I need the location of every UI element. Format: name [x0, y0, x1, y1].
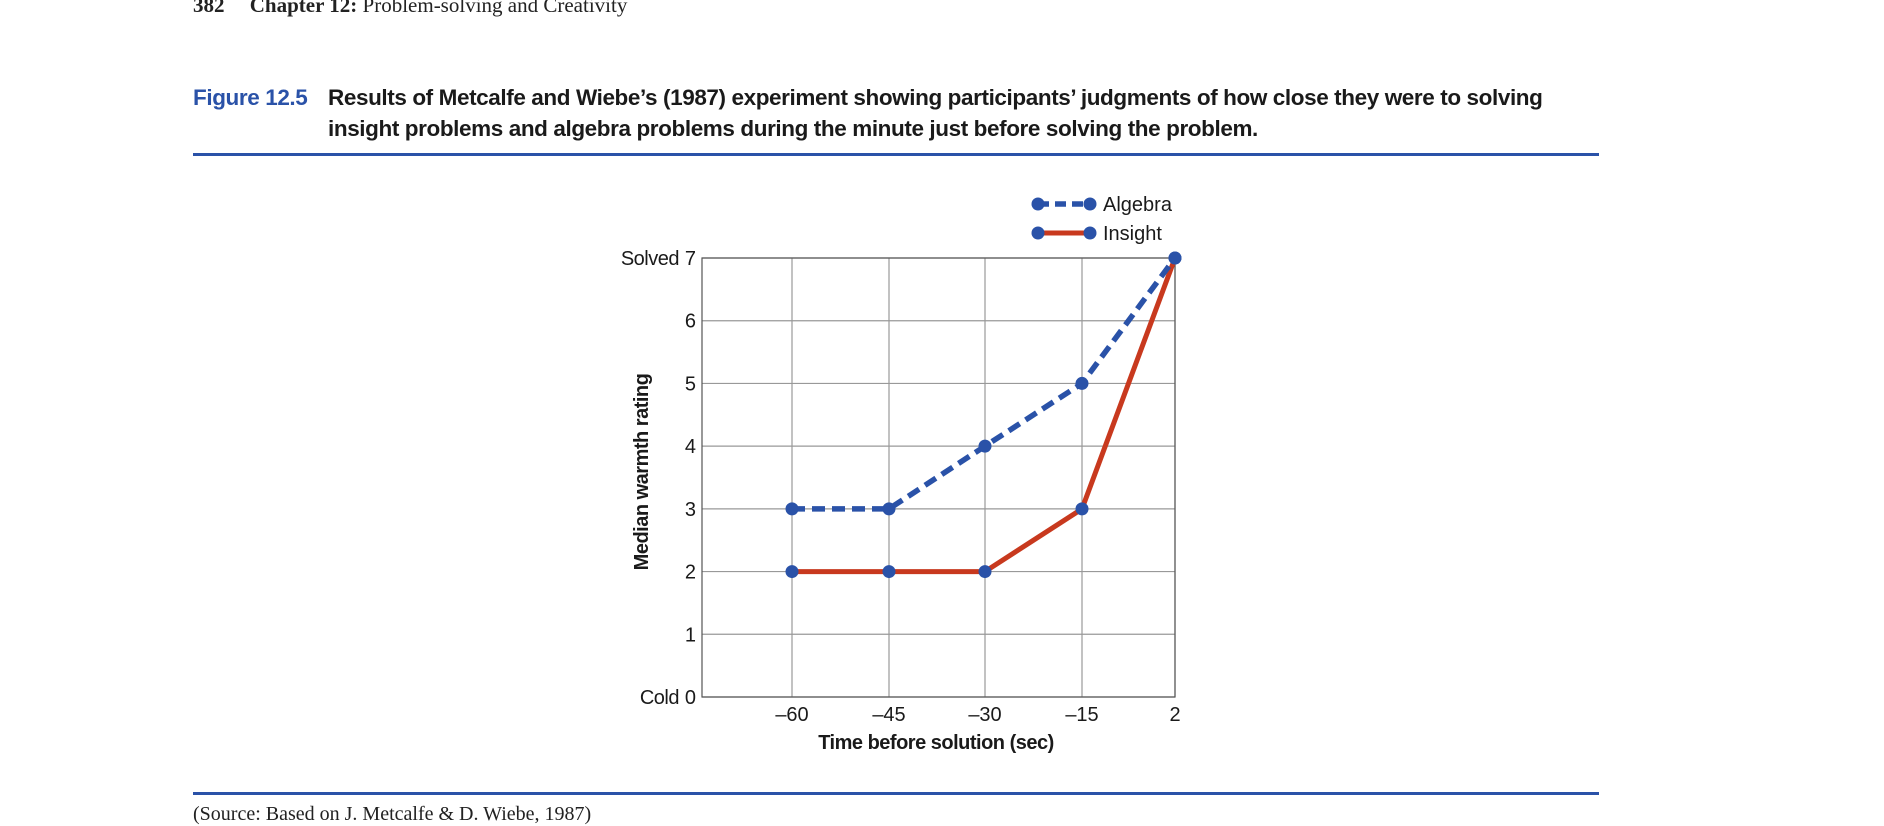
data-point-algebra	[882, 502, 896, 516]
legend-marker	[1031, 226, 1045, 240]
legend-marker	[1083, 226, 1097, 240]
plot-frame	[701, 257, 1176, 698]
legend-marker	[1083, 197, 1097, 211]
x-axis-title: Time before solution (sec)	[818, 732, 1054, 754]
legend-label-algebra: Algebra	[1103, 194, 1173, 216]
x-tick-label: –30	[968, 704, 1001, 726]
source-divider	[193, 792, 1599, 795]
data-point-insight	[978, 565, 992, 579]
page-number: 382	[193, 0, 225, 17]
chapter-title: Problem-solving and Creativity	[362, 0, 628, 17]
y-annotation-cold: Cold	[640, 687, 679, 709]
y-axis-title: Median warmth rating	[631, 374, 653, 571]
y-tick-label: 0	[685, 687, 696, 709]
data-point-insight	[882, 565, 896, 579]
data-point-algebra	[978, 439, 992, 453]
data-point-algebra	[785, 502, 799, 516]
y-tick-label: 6	[685, 311, 696, 333]
series	[785, 251, 1182, 579]
data-point-insight	[785, 565, 799, 579]
chapter-label: Chapter 12:	[249, 0, 358, 17]
x-tick-label: 2	[1169, 704, 1180, 726]
figure-caption-text: Results of Metcalfe and Wiebe’s (1987) e…	[328, 85, 1543, 141]
y-tick-label: 3	[685, 499, 696, 521]
y-tick-label: 2	[685, 562, 696, 584]
legend-label-insight: Insight	[1103, 223, 1162, 245]
data-point-algebra	[1168, 251, 1182, 265]
y-annotation-solved: Solved	[621, 248, 679, 270]
series-line-insight	[792, 257, 1178, 575]
x-tick-label: –60	[775, 704, 808, 726]
y-tick-label: 4	[685, 436, 696, 458]
caption-divider	[193, 153, 1599, 156]
running-header: 382 Chapter 12: Problem-solving and Crea…	[193, 0, 627, 18]
data-point-insight	[1075, 502, 1089, 516]
axes: 0 1 2 3 4 5 6 7 Solved Cold –60 –45 –30 –15 2	[621, 248, 1181, 726]
source-note: (Source: Based on J. Metcalfe & D. Wiebe…	[193, 803, 592, 825]
x-tick-label: –15	[1065, 704, 1098, 726]
legend-marker	[1031, 197, 1045, 211]
x-tick-label: –45	[872, 704, 905, 726]
y-tick-label: 5	[685, 373, 696, 395]
grid	[702, 257, 1176, 698]
legend: Algebra Insight	[1031, 194, 1173, 245]
figure-label: Figure 12.5	[193, 85, 308, 110]
data-point-algebra	[1075, 376, 1089, 390]
y-tick-label: 1	[685, 624, 696, 646]
y-tick-label: 7	[685, 248, 696, 270]
